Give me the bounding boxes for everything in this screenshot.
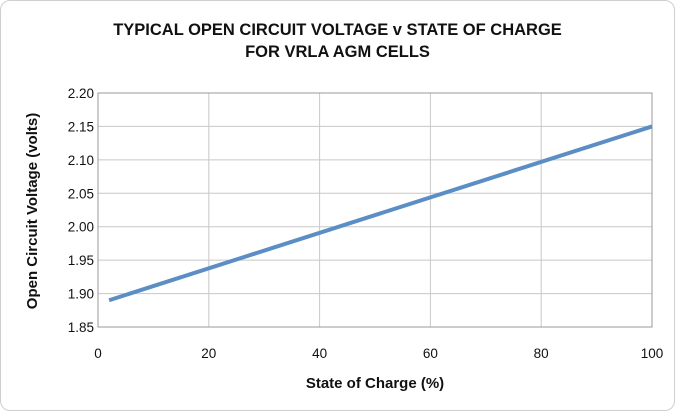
y-axis-ticks: 1.85 1.90 1.95 2.00 2.05 2.10 2.15 2.20 [68,86,94,335]
chart-title-line-1: TYPICAL OPEN CIRCUIT VOLTAGE v STATE OF … [113,21,562,39]
x-tick-label: 80 [534,346,549,361]
x-tick-label: 0 [94,346,102,361]
x-tick-label: 60 [423,346,438,361]
x-tick-label: 100 [641,346,664,361]
series-group [108,124,653,303]
x-axis-ticks: 0 20 40 60 80 100 [94,346,663,361]
chart-title: TYPICAL OPEN CIRCUIT VOLTAGE v STATE OF … [1,19,674,63]
x-tick-label: 40 [312,346,327,361]
y-tick-label: 2.20 [68,86,94,101]
x-axis-label: State of Charge (%) [306,375,444,392]
y-tick-label: 2.00 [68,220,94,235]
grid-lines [97,92,653,328]
chart-title-line-2: FOR VRLA AGM CELLS [245,43,430,61]
y-tick-label: 1.95 [68,253,94,268]
y-tick-label: 2.15 [68,119,94,134]
y-tick-label: 2.05 [68,186,94,201]
series-line-0 [108,124,653,303]
plot-area-border [97,92,653,328]
x-tick-label: 20 [201,346,216,361]
y-tick-label: 2.10 [68,153,94,168]
y-tick-label: 1.90 [68,287,94,302]
y-axis-label: Open Circuit Voltage (volts) [24,113,41,309]
y-tick-label: 1.85 [68,320,94,335]
